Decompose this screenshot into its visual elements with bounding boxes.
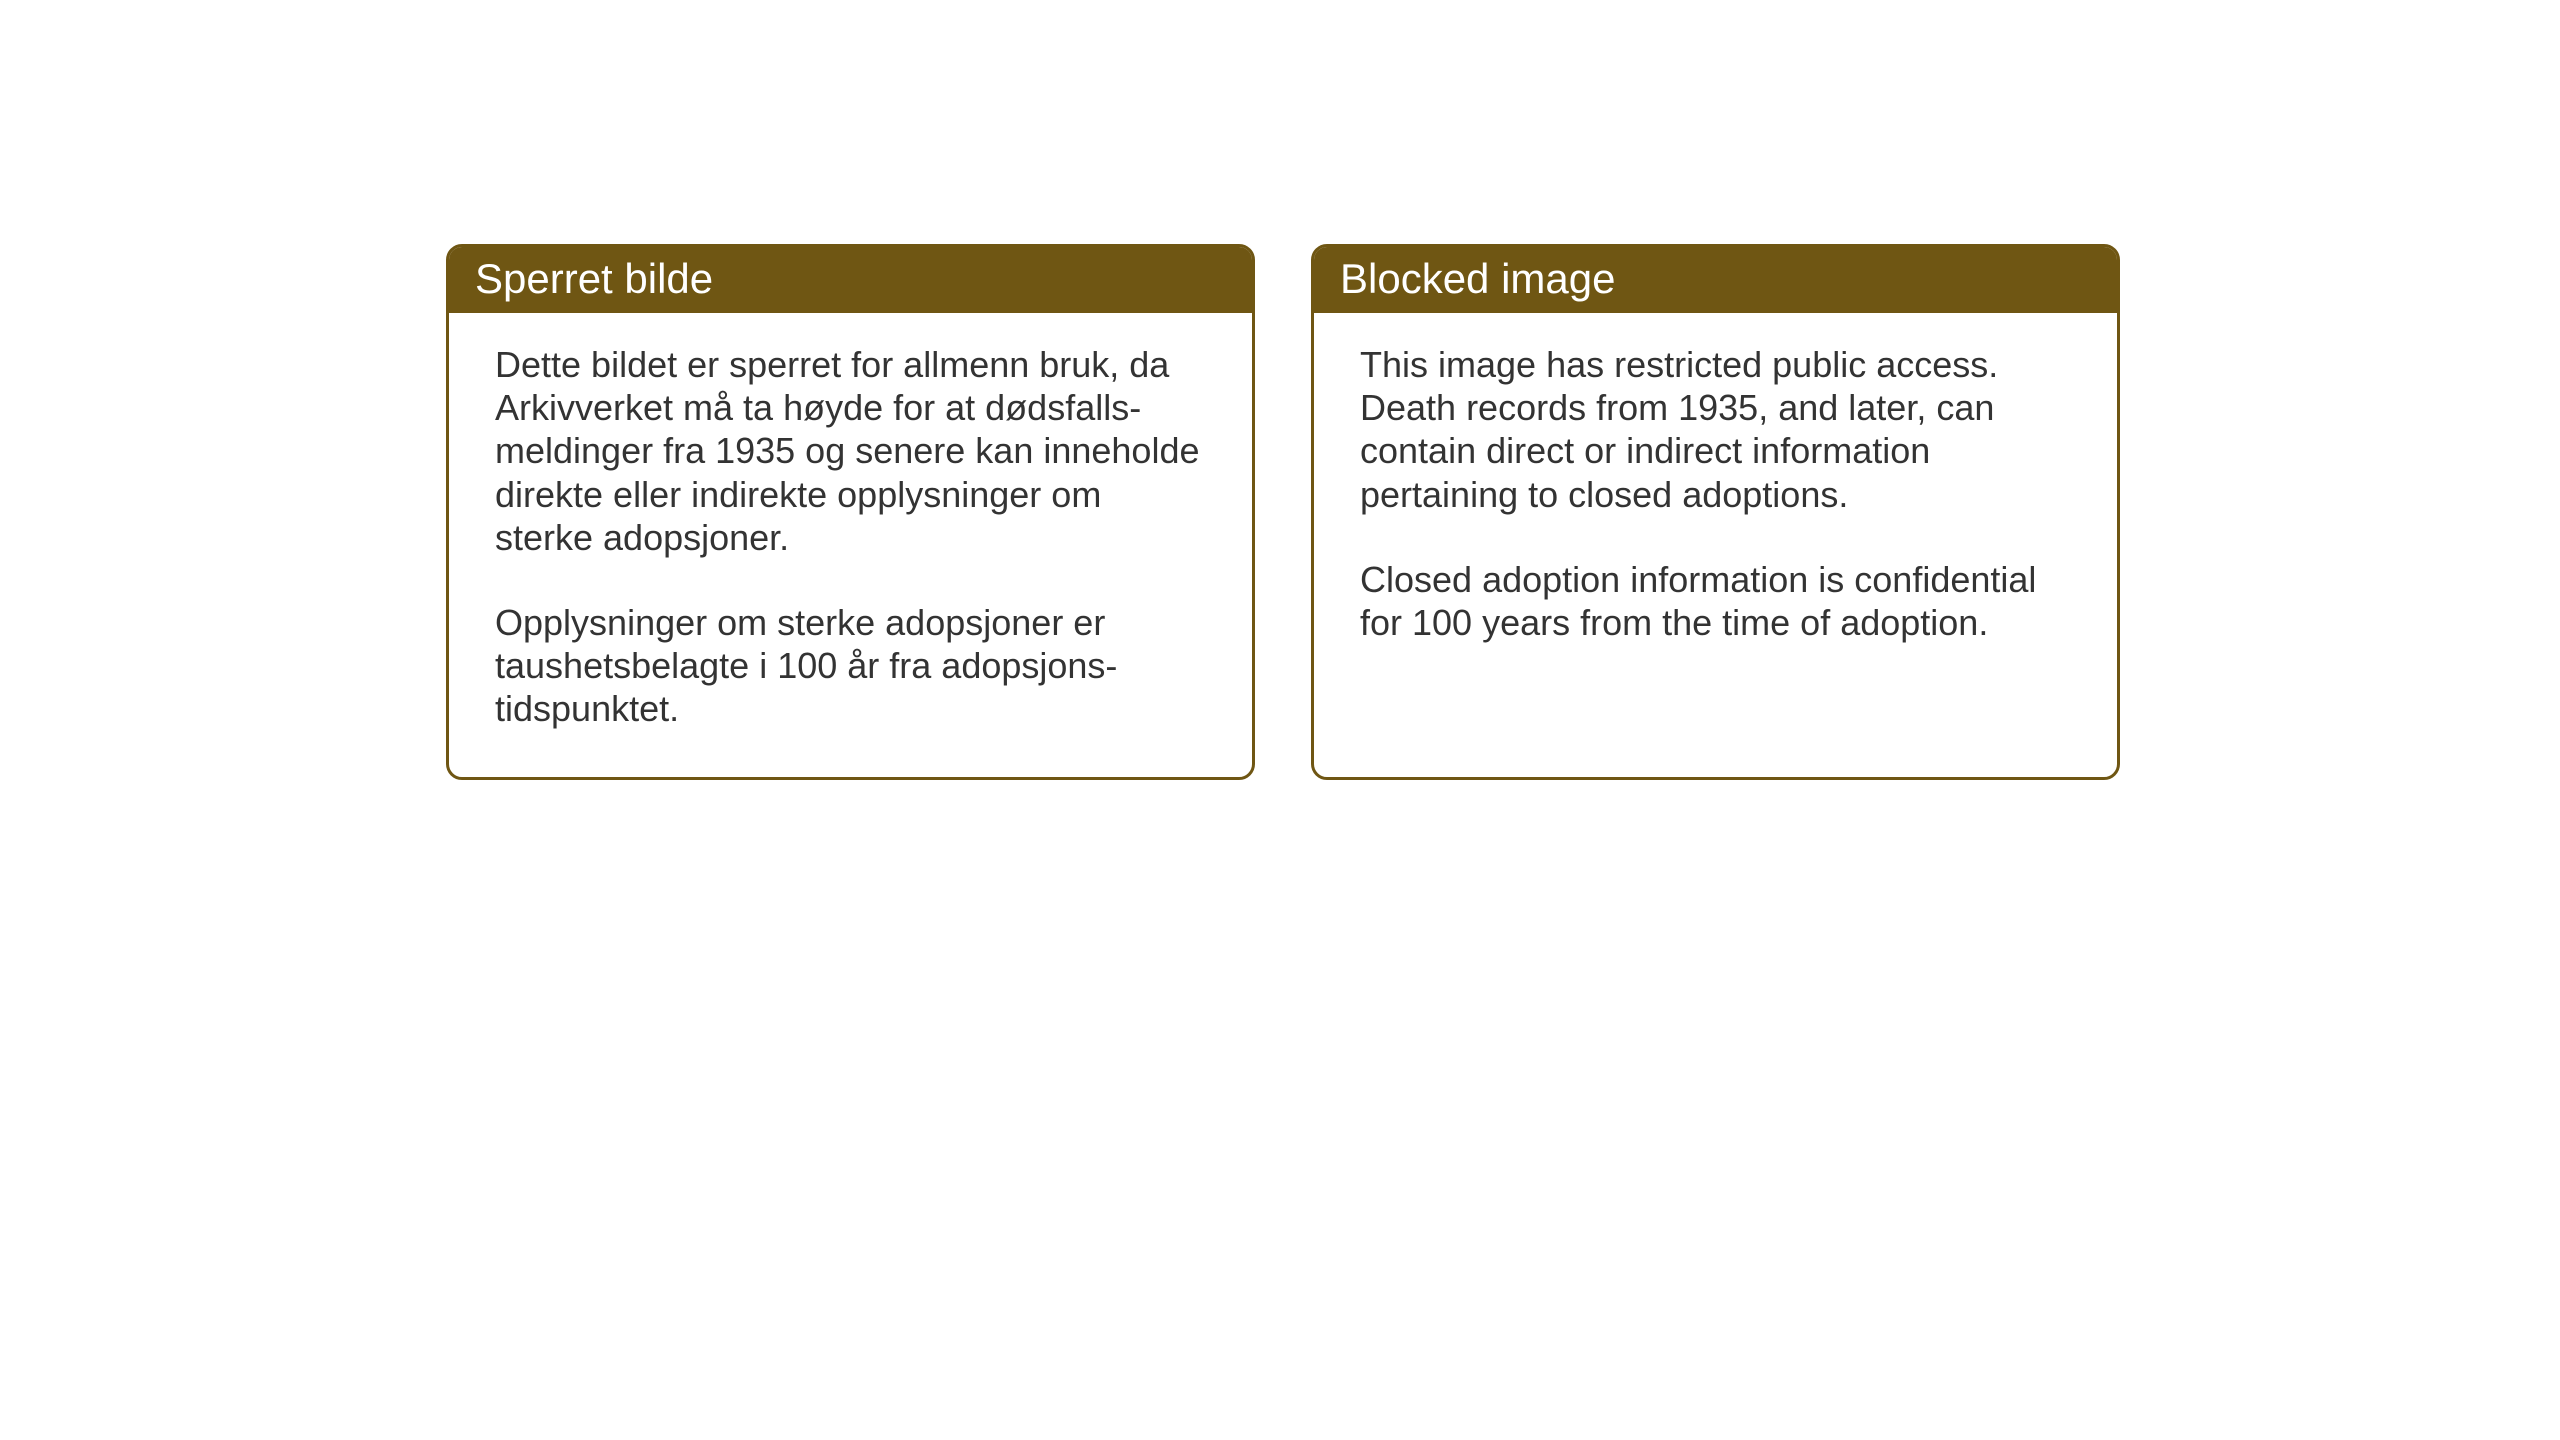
card-paragraph: Opplysninger om sterke adopsjoner er tau… — [495, 601, 1206, 731]
cards-container: Sperret bilde Dette bildet er sperret fo… — [446, 244, 2120, 780]
card-header-english: Blocked image — [1314, 247, 2117, 313]
card-paragraph: Closed adoption information is confident… — [1360, 558, 2071, 644]
card-norwegian: Sperret bilde Dette bildet er sperret fo… — [446, 244, 1255, 780]
card-english: Blocked image This image has restricted … — [1311, 244, 2120, 780]
card-body-norwegian: Dette bildet er sperret for allmenn bruk… — [449, 313, 1252, 777]
card-title: Sperret bilde — [475, 255, 713, 302]
card-paragraph: Dette bildet er sperret for allmenn bruk… — [495, 343, 1206, 559]
card-title: Blocked image — [1340, 255, 1615, 302]
card-header-norwegian: Sperret bilde — [449, 247, 1252, 313]
card-body-english: This image has restricted public access.… — [1314, 313, 2117, 690]
card-paragraph: This image has restricted public access.… — [1360, 343, 2071, 516]
